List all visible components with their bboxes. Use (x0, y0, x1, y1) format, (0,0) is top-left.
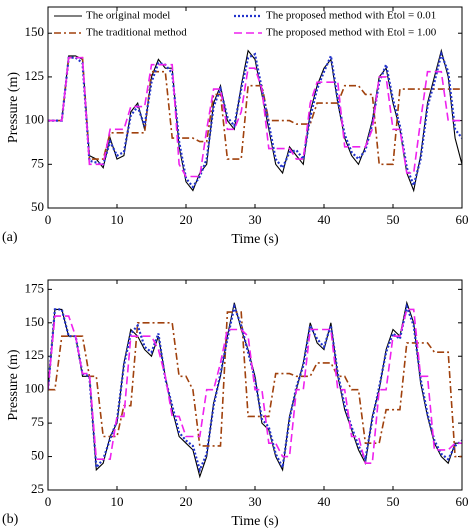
x-tick-label: 50 (387, 494, 400, 509)
data-line (48, 56, 462, 166)
data-line (48, 311, 462, 458)
y-tick-label: 175 (25, 280, 45, 295)
x-tick-label: 30 (249, 212, 262, 227)
data-line (48, 308, 462, 464)
series-group (48, 300, 462, 479)
y-tick-label: 100 (25, 381, 45, 396)
y-axis-label: Pressure (m) (6, 72, 21, 143)
y-tick-label: 50 (31, 448, 44, 463)
x-tick-label: 30 (249, 494, 262, 509)
plot-area (48, 280, 462, 490)
legend-label: The proposed method with Etol = 0.01 (266, 10, 436, 22)
x-tick-label: 40 (318, 494, 331, 509)
x-tick-label: 20 (180, 494, 193, 509)
y-tick-label: 75 (31, 414, 44, 429)
x-tick-label: 0 (45, 494, 52, 509)
series-group (48, 48, 462, 193)
axes-box (47, 6, 463, 209)
x-axis-label: Time (s) (231, 232, 279, 247)
legend-label: The original model (86, 10, 170, 22)
legend-label: The traditional method (86, 27, 187, 39)
x-axis-label: Time (s) (231, 514, 279, 529)
plot-area (48, 7, 462, 208)
data-line (48, 56, 462, 178)
y-tick-label: 150 (25, 24, 45, 39)
x-tick-label: 40 (318, 212, 331, 227)
y-tick-label: 150 (25, 314, 45, 329)
x-tick-label: 60 (456, 494, 469, 509)
y-tick-label: 100 (25, 112, 45, 127)
y-tick-label: 50 (31, 199, 44, 214)
panel-label: (a) (2, 230, 18, 245)
y-axis-label: Pressure (m) (6, 349, 21, 420)
y-tick-label: 125 (25, 347, 45, 362)
x-tick-label: 10 (111, 212, 124, 227)
panel-label: (b) (2, 512, 19, 527)
x-tick-label: 60 (456, 212, 469, 227)
legend-label: The proposed method with Etol = 1.00 (266, 27, 437, 39)
y-tick-label: 75 (31, 155, 44, 170)
y-tick-label: 125 (25, 68, 45, 83)
x-tick-label: 10 (111, 494, 124, 509)
data-line (48, 50, 462, 189)
x-tick-label: 0 (45, 212, 52, 227)
axes-box (47, 279, 463, 491)
y-tick-label: 25 (31, 481, 44, 496)
x-tick-label: 50 (387, 212, 400, 227)
data-line (48, 302, 462, 474)
x-tick-label: 20 (180, 212, 193, 227)
